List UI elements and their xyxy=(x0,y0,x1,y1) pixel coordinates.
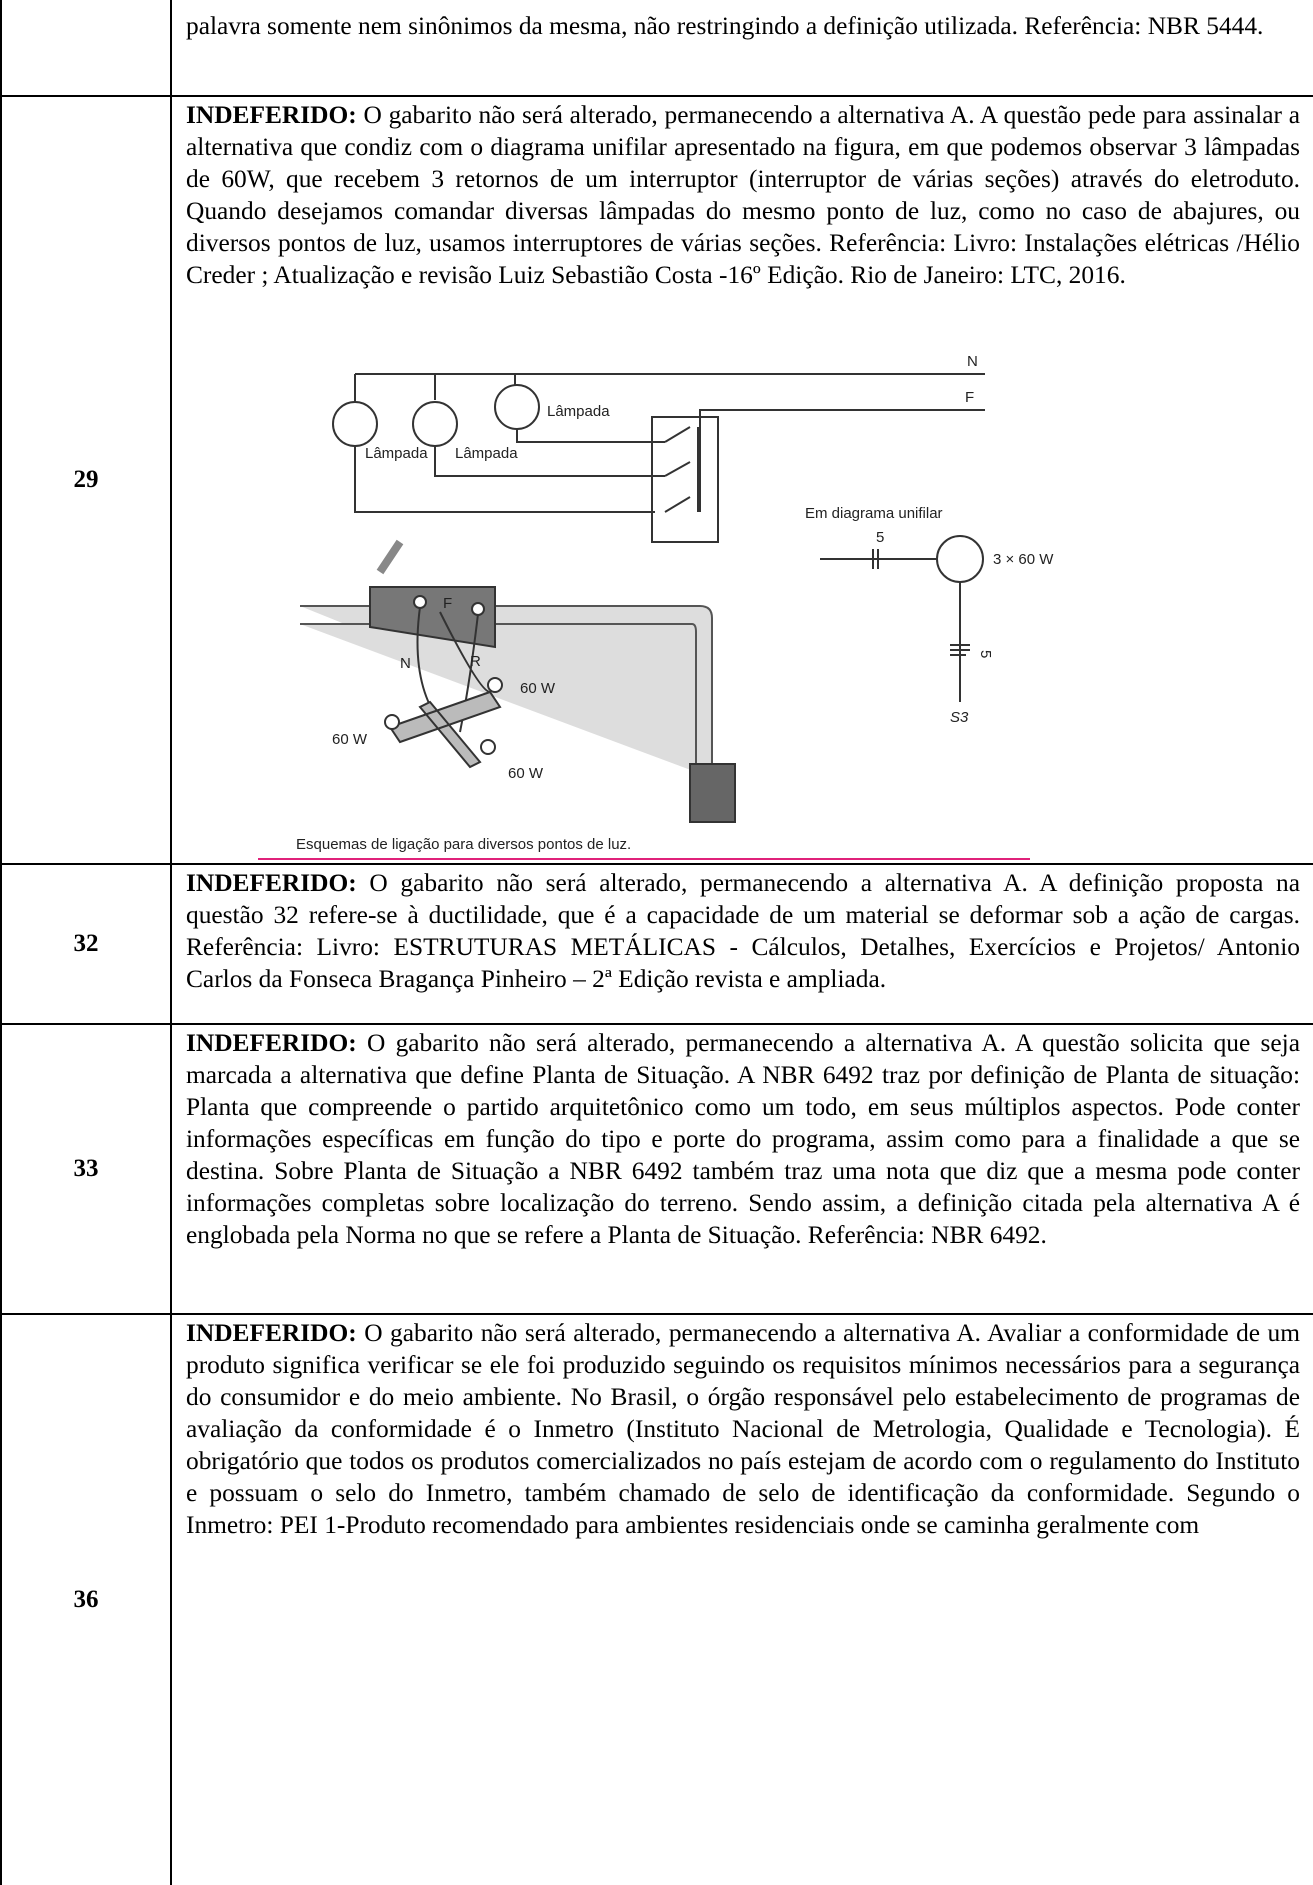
row: 36 INDEFERIDO: O gabarito não será alter… xyxy=(0,1313,1313,1885)
caption: Esquemas de ligação para diversos pontos… xyxy=(296,836,631,853)
wiring-figure: N F Lâmpada Lâmpada Lâmpada Em diagrama … xyxy=(258,353,1054,860)
row-number: 32 xyxy=(0,865,172,1023)
row-number: 36 xyxy=(0,1315,172,1885)
number: 33 xyxy=(73,1155,99,1182)
row-text: INDEFERIDO: O gabarito não será alterado… xyxy=(186,99,1300,291)
label: 60 W xyxy=(508,765,544,782)
row-number: 29 xyxy=(0,97,172,863)
lead: INDEFERIDO: xyxy=(186,1319,357,1347)
label: 60 W xyxy=(332,731,368,748)
row-number: 33 xyxy=(0,1025,172,1313)
lead: INDEFERIDO: xyxy=(186,1029,357,1057)
row-number-cell xyxy=(0,0,172,95)
lead: INDEFERIDO: xyxy=(186,101,357,129)
label: N xyxy=(400,655,411,672)
label: 5 xyxy=(876,529,884,546)
label: 60 W xyxy=(520,680,556,697)
row: palavra somente nem sinônimos da mesma, … xyxy=(0,0,1313,95)
row-text: INDEFERIDO: O gabarito não será alterado… xyxy=(186,1027,1300,1251)
label: Lâmpada xyxy=(365,445,428,462)
label: Lâmpada xyxy=(547,403,610,420)
label: Lâmpada xyxy=(455,445,518,462)
row-text: INDEFERIDO: O gabarito não será alterado… xyxy=(186,1317,1300,1541)
number: 29 xyxy=(73,466,99,493)
number: 36 xyxy=(73,1586,99,1613)
number: 32 xyxy=(73,930,99,957)
body: O gabarito não será alterado, permanecen… xyxy=(186,1029,1300,1249)
label: F xyxy=(443,595,452,612)
row: 33 INDEFERIDO: O gabarito não será alter… xyxy=(0,1023,1313,1313)
label: S3 xyxy=(950,709,969,726)
row-text: palavra somente nem sinônimos da mesma, … xyxy=(186,12,1264,40)
label: N xyxy=(967,353,978,370)
label: 3 × 60 W xyxy=(993,551,1054,568)
label: R xyxy=(470,653,481,670)
lead: INDEFERIDO: xyxy=(186,869,357,897)
label: F xyxy=(965,389,974,406)
label: Em diagrama unifilar xyxy=(805,505,943,522)
label: 5 xyxy=(977,650,994,658)
row: 29 INDEFERIDO: O gabarito não será alter… xyxy=(0,95,1313,863)
body: O gabarito não será alterado, permanecen… xyxy=(186,1319,1300,1539)
row: 32 INDEFERIDO: O gabarito não será alter… xyxy=(0,863,1313,1023)
body: O gabarito não será alterado, permanecen… xyxy=(186,869,1300,993)
body: O gabarito não será alterado, permanecen… xyxy=(186,101,1300,289)
row-text: INDEFERIDO: O gabarito não será alterado… xyxy=(186,867,1300,995)
